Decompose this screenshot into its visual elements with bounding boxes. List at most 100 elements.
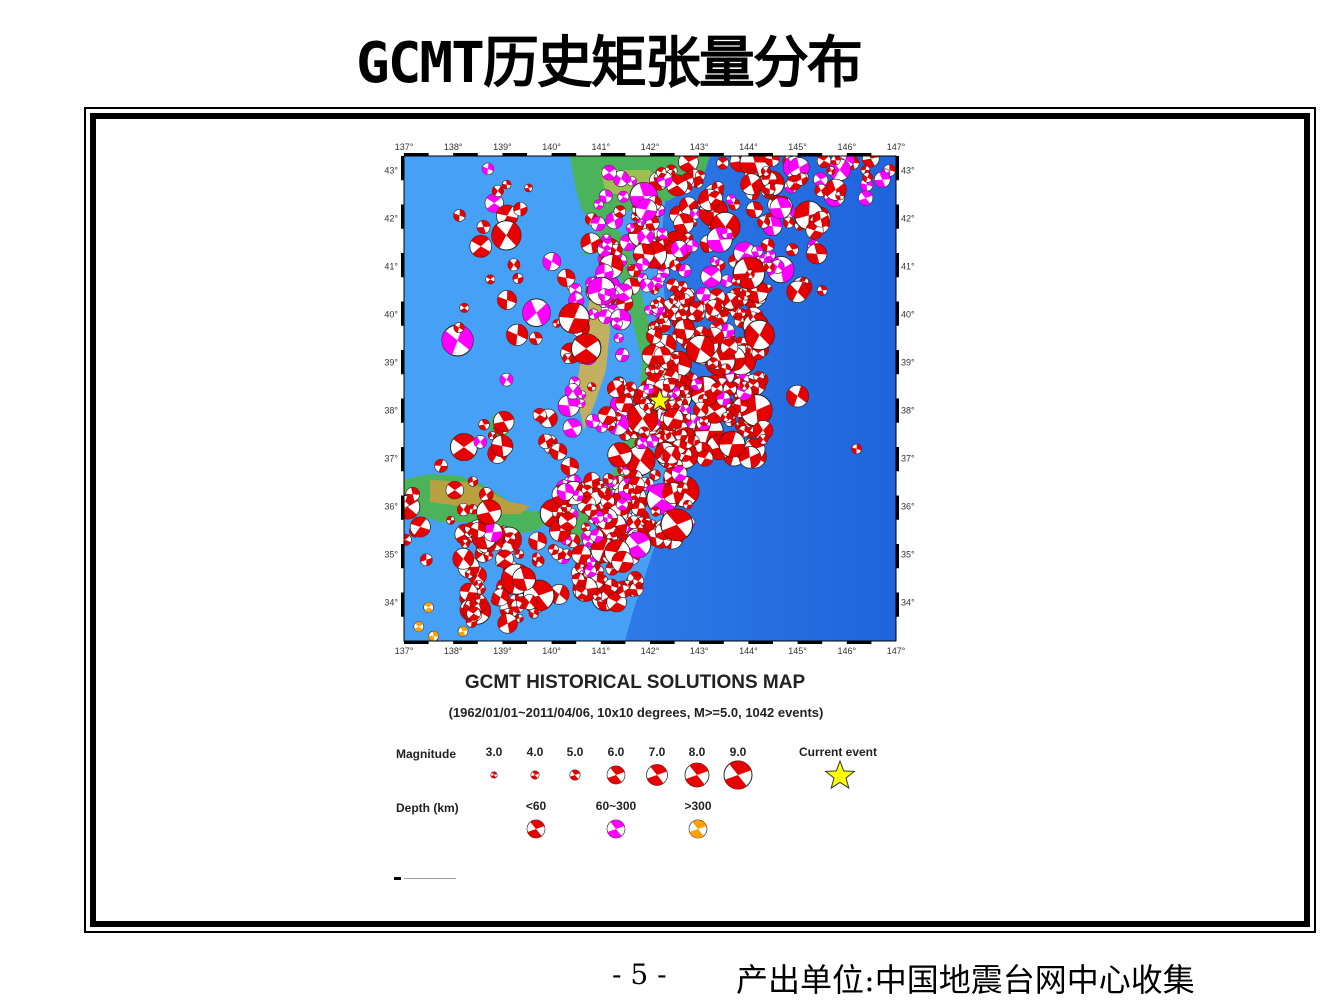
lat-tick-label-right: 34° [901,598,915,608]
cmt-event [606,379,625,398]
cmt-event [562,352,574,364]
cmt-event [585,413,600,429]
cmt-event [589,528,604,543]
legend-magnitude-ball [723,760,753,790]
cmt-event [682,499,693,510]
lat-tick-label-right: 40° [901,309,915,319]
cmt-event [549,443,568,461]
cmt-event [669,259,681,272]
cmt-event [639,278,654,293]
cmt-event [674,319,696,340]
cmt-event [769,197,792,220]
cmt-event [737,308,747,318]
cmt-event [434,458,448,473]
cmt-event [739,380,750,391]
cmt-event [522,298,551,328]
cmt-event [673,213,695,235]
cmt-event [473,435,487,449]
cmt-event [631,501,646,516]
legend-magnitude-value: 3.0 [486,745,503,759]
cmt-event [542,252,562,272]
cmt-event [602,512,613,524]
legend-depth-ball [606,819,626,839]
map-panel: 137° 137° 138° 138° 139° 139° 140° 140° 141° 141°… [384,142,915,656]
cmt-event [753,371,765,383]
cmt-event [404,533,412,546]
cmt-event [635,257,650,272]
cmt-event [645,327,663,345]
cmt-event [576,398,586,409]
frame-outer-border [84,107,1316,933]
cmt-event [580,232,602,254]
cmt-event [668,294,679,305]
cmt-event [571,572,585,587]
cmt-event [694,170,706,181]
cmt-event [507,258,521,272]
lon-tick-label-bottom: 144° [739,646,758,656]
current-event-marker [647,387,673,412]
cmt-event [874,171,891,188]
cmt-event [479,487,494,502]
cmt-event [511,566,536,591]
cmt-event [693,401,709,418]
cmt-event [577,390,587,400]
cmt-event [705,299,723,317]
legend-depth-ball [688,819,708,839]
cmt-event [650,299,659,309]
legend-magnitude-value: 8.0 [689,745,706,759]
cmt-event [549,520,571,542]
cmt-event [629,582,644,597]
cmt-event [676,281,689,293]
cmt-event [475,594,485,604]
cmt-event [452,547,475,570]
cmt-event [710,382,724,395]
cmt-event [587,382,597,392]
cmt-event [504,532,516,544]
cmt-event [764,156,780,167]
cmt-event [473,579,483,589]
cmt-event [409,516,431,538]
legend-current-event-label: Current event [799,745,877,759]
lat-tick-label-left: 34° [384,598,398,608]
lat-tick-label-right: 39° [901,357,915,367]
cmt-event [720,274,734,288]
cmt-event [637,228,655,246]
cmt-event [634,198,658,221]
lat-tick-label-left: 38° [384,406,398,416]
cmt-event [643,383,655,395]
cmt-event [616,498,629,511]
cmt-event [719,323,735,338]
cmt-event [602,473,614,485]
cmt-event [572,489,584,502]
slide-title: GCMT历史矩张量分布 [356,31,863,96]
cmt-event [491,220,522,251]
cmt-event [613,332,624,344]
cmt-event [685,334,715,364]
cmt-event [716,156,729,170]
cmt-event [653,346,672,365]
cmt-event [718,430,746,458]
cmt-event [446,515,456,525]
cmt-event [698,415,709,426]
cmt-event [731,276,741,286]
cmt-event [513,201,528,217]
cmt-event [586,557,596,567]
cmt-event [611,550,634,573]
cmt-event [453,322,465,334]
cmt-event [649,469,661,481]
cmt-event [483,522,503,542]
cmt-event [558,511,577,531]
cmt-event [812,210,830,228]
cmt-event [748,311,759,322]
cmt-event [499,372,514,387]
cmt-event [615,394,633,413]
cmt-event [564,383,581,400]
legend-magnitude-ball [530,770,540,780]
cmt-event [495,549,514,569]
cmt-event [858,190,874,206]
cmt-event [467,504,478,515]
legend-magnitude-value: 9.0 [730,745,747,759]
cmt-event [611,317,623,330]
cmt-event [783,216,795,229]
lon-tick-label-bottom: 139° [493,646,512,656]
